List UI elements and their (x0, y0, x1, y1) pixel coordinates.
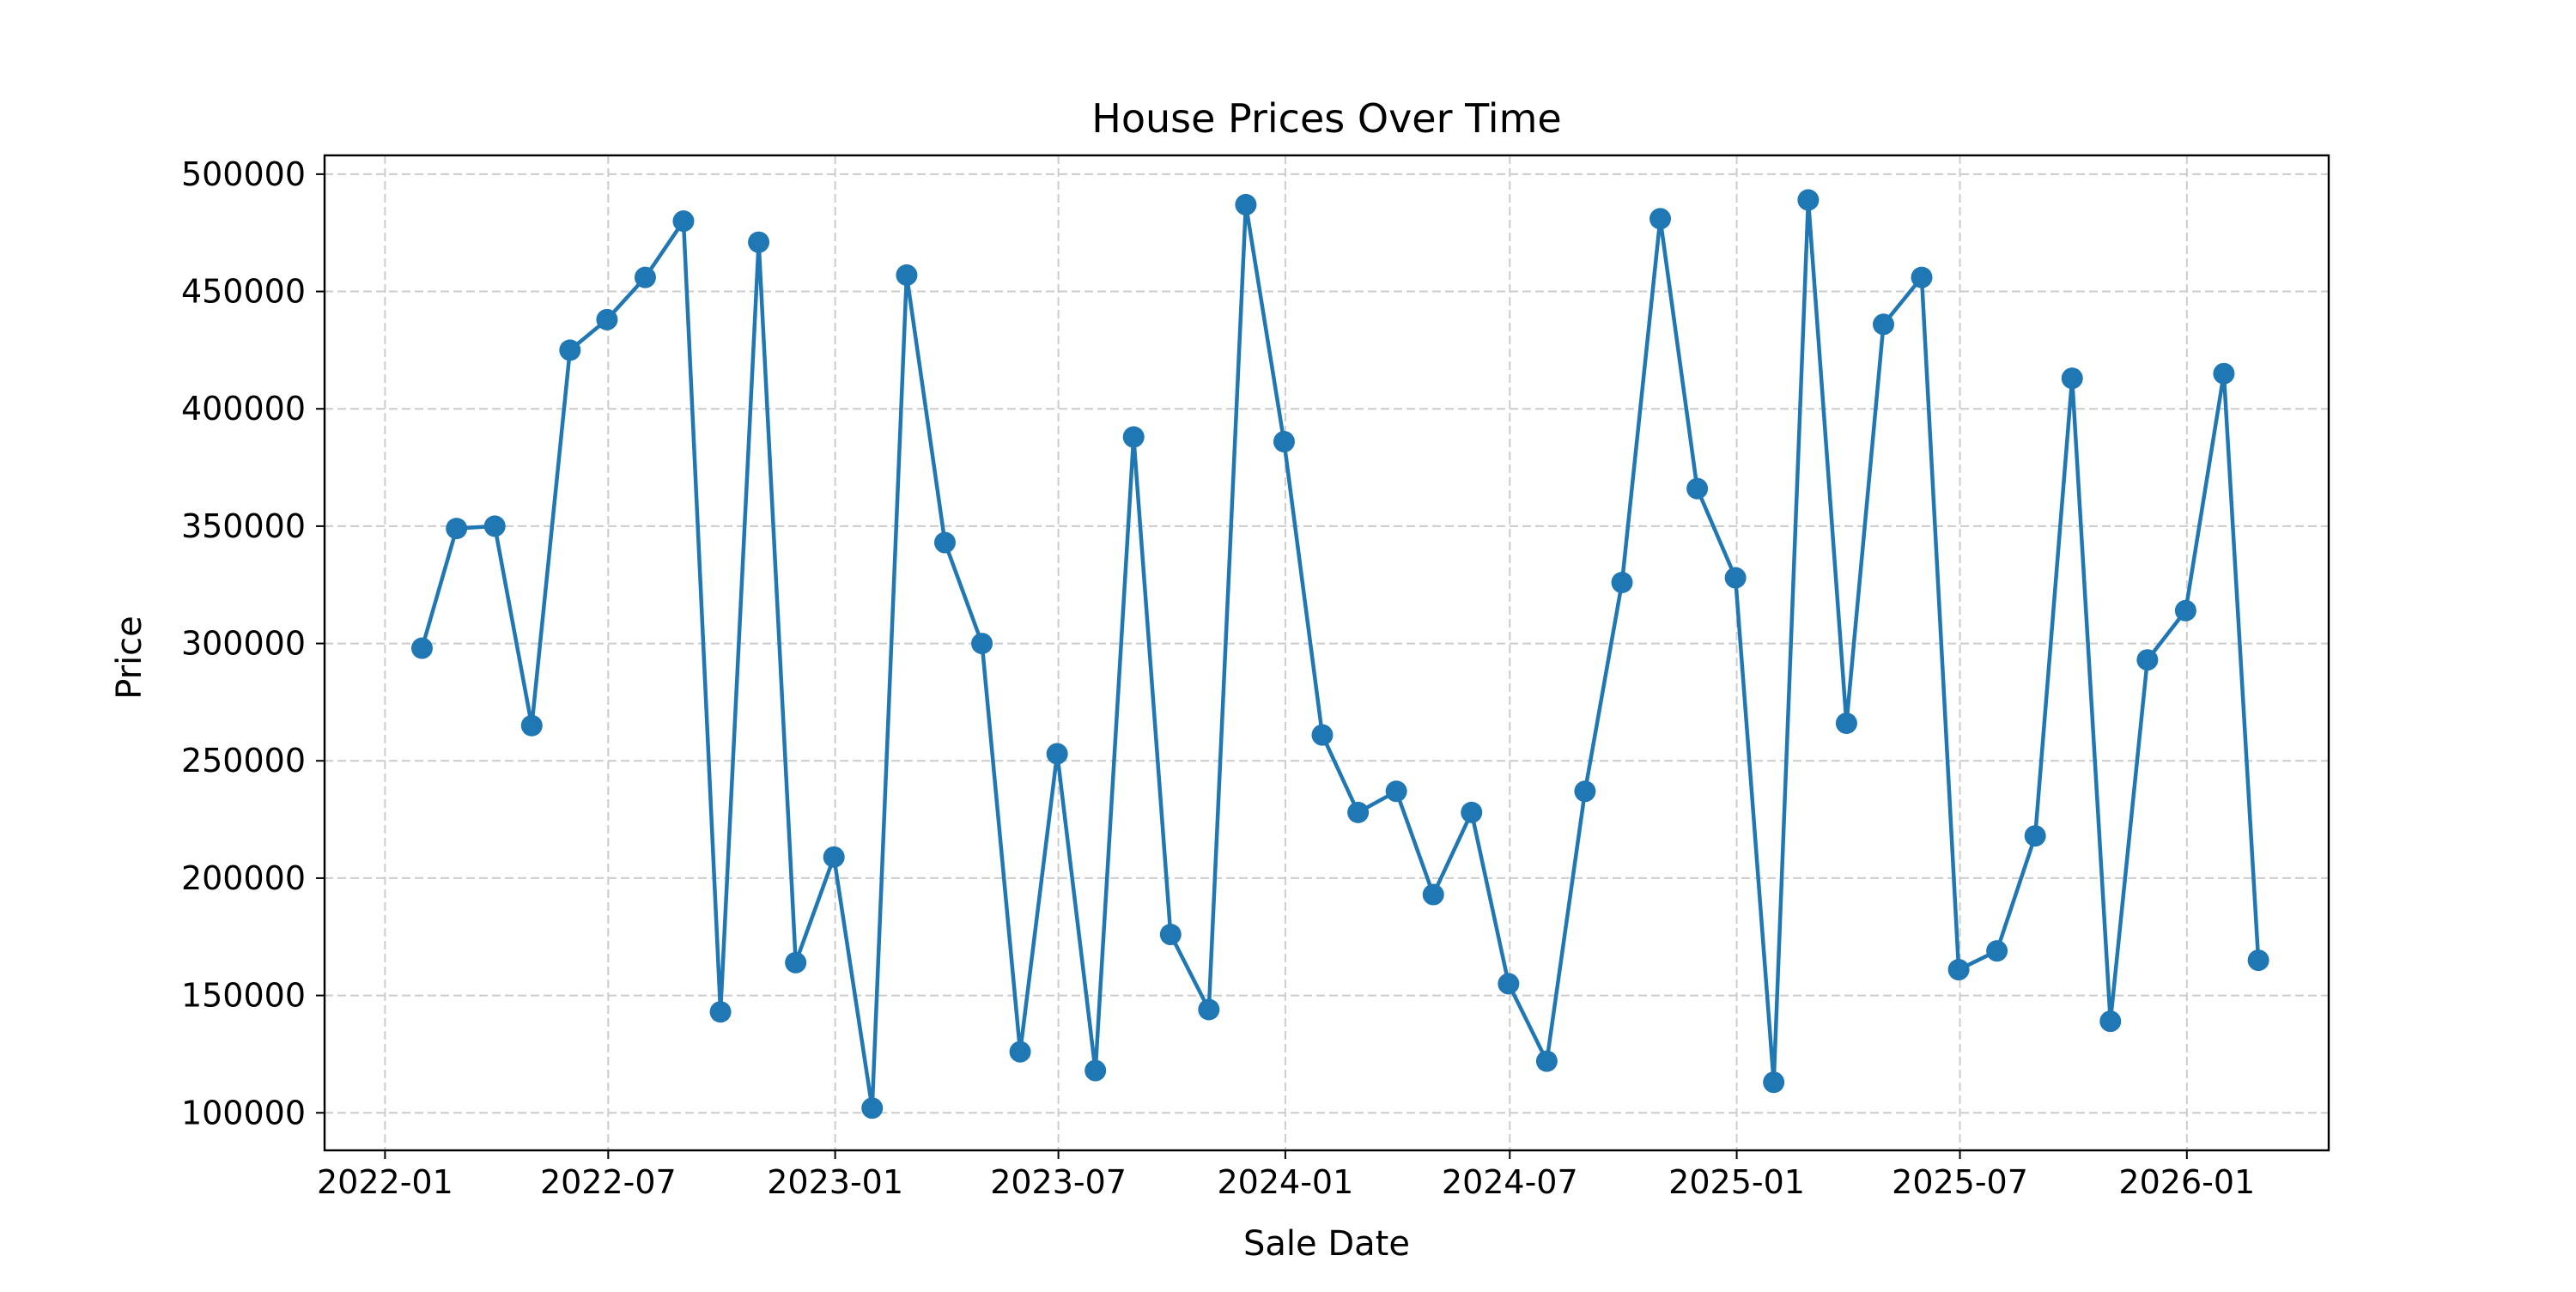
data-point (1311, 724, 1334, 746)
data-point (410, 637, 433, 659)
data-point (2174, 599, 2196, 622)
data-point (1009, 1040, 1031, 1063)
data-point (1273, 430, 1295, 452)
x-tick-label: 2025-07 (1892, 1163, 2028, 1201)
data-point (748, 231, 770, 253)
x-tick-label: 2023-01 (767, 1163, 903, 1201)
data-point (1872, 313, 1894, 336)
data-point (1574, 780, 1596, 803)
data-point (861, 1097, 884, 1119)
x-tick-label: 2025-01 (1668, 1163, 1805, 1201)
data-point (1724, 567, 1747, 589)
data-point (1235, 193, 1257, 215)
data-point (672, 210, 695, 233)
data-point (2024, 825, 2046, 847)
x-tick-label: 2023-07 (990, 1163, 1127, 1201)
data-point (709, 1001, 732, 1023)
data-point (1498, 973, 1520, 995)
y-tick-label: 300000 (181, 625, 306, 663)
y-tick-label: 450000 (181, 273, 306, 311)
data-point (596, 308, 618, 331)
data-point (1046, 743, 1068, 765)
data-point (520, 714, 543, 737)
data-point (1686, 477, 1709, 500)
y-axis: 100000 150000 200000 250000 300000 350000 4000… (181, 155, 325, 1131)
data-point (634, 266, 656, 288)
data-point (1911, 266, 1933, 288)
y-tick-label: 500000 (181, 155, 306, 193)
data-point (2136, 649, 2159, 671)
data-series (410, 189, 2269, 1119)
x-tick-label: 2022-07 (540, 1163, 677, 1201)
data-point (1347, 801, 1370, 823)
data-point (2099, 1010, 2122, 1033)
data-point (483, 515, 506, 537)
y-tick-label: 400000 (181, 390, 306, 428)
data-point (1797, 189, 1820, 211)
grid (325, 155, 2329, 1150)
data-point (1084, 1059, 1107, 1082)
data-point (1763, 1071, 1785, 1094)
data-point (823, 846, 845, 868)
data-point (1198, 998, 1220, 1021)
data-point (2061, 367, 2083, 390)
data-point (1159, 924, 1182, 946)
x-tick-label: 2024-01 (1217, 1163, 1353, 1201)
data-point (2213, 362, 2235, 385)
y-tick-label: 200000 (181, 859, 306, 897)
y-tick-label: 100000 (181, 1094, 306, 1131)
y-axis-label: Price (110, 616, 149, 700)
data-point (1461, 801, 1483, 823)
data-point (1422, 883, 1444, 906)
x-tick-label: 2024-07 (1442, 1163, 1578, 1201)
data-point (559, 339, 581, 361)
x-tick-label: 2026-01 (2118, 1163, 2255, 1201)
x-axis: 2022-01 2022-07 2023-01 2023-07 2024-01 2024-… (317, 1150, 2255, 1201)
data-point (1535, 1050, 1558, 1072)
x-tick-label: 2022-01 (317, 1163, 453, 1201)
data-point (2247, 949, 2269, 972)
data-point (1385, 780, 1407, 803)
data-point (933, 531, 956, 554)
y-tick-label: 150000 (181, 977, 306, 1015)
data-point (1649, 208, 1672, 230)
y-tick-label: 250000 (181, 742, 306, 779)
plot-frame (323, 154, 2330, 1152)
data-point (1611, 571, 1633, 593)
data-point (971, 633, 993, 655)
x-axis-label: Sale Date (1243, 1224, 1410, 1264)
data-point (1835, 713, 1857, 735)
data-point (1986, 940, 2008, 962)
data-point (446, 518, 468, 540)
series-line (420, 197, 2261, 1111)
data-point (785, 951, 807, 974)
data-point (1947, 959, 1970, 981)
data-point (1122, 426, 1145, 448)
chart-title: House Prices Over Time (1091, 95, 1561, 142)
y-tick-label: 350000 (181, 507, 306, 545)
data-point (896, 264, 918, 286)
